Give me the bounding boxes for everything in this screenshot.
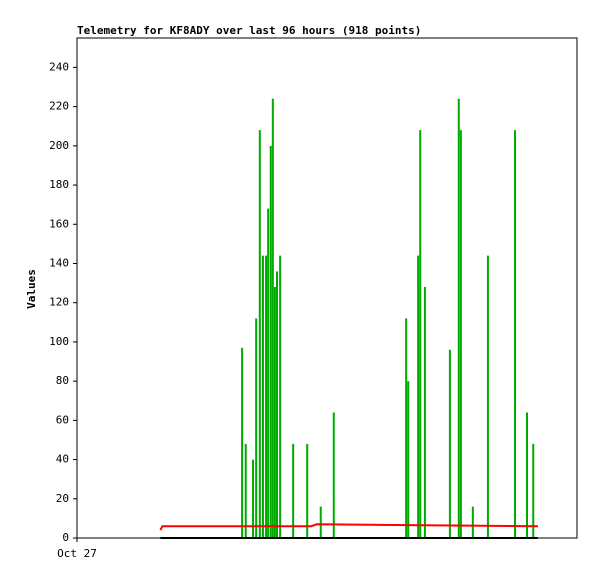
y-tick-label: 140 [49, 256, 69, 269]
y-tick-label: 80 [56, 374, 69, 387]
chart-title: Telemetry for KF8ADY over last 96 hours … [77, 24, 421, 37]
y-tick-label: 160 [49, 217, 69, 230]
y-tick-label: 180 [49, 178, 69, 191]
y-tick-label: 20 [56, 492, 69, 505]
data-line [159, 523, 538, 531]
y-tick-label: 0 [62, 531, 69, 544]
y-tick-label: 100 [49, 335, 69, 348]
y-tick-label: 60 [56, 413, 69, 426]
x-tick-label: Oct 27 [57, 547, 97, 560]
y-axis-label: Values [25, 269, 38, 309]
y-tick-label: 200 [49, 139, 69, 152]
y-tick-label: 120 [49, 296, 69, 309]
y-tick-label: 40 [56, 453, 69, 466]
y-tick-label: 220 [49, 100, 69, 113]
y-tick-label: 240 [49, 60, 69, 73]
